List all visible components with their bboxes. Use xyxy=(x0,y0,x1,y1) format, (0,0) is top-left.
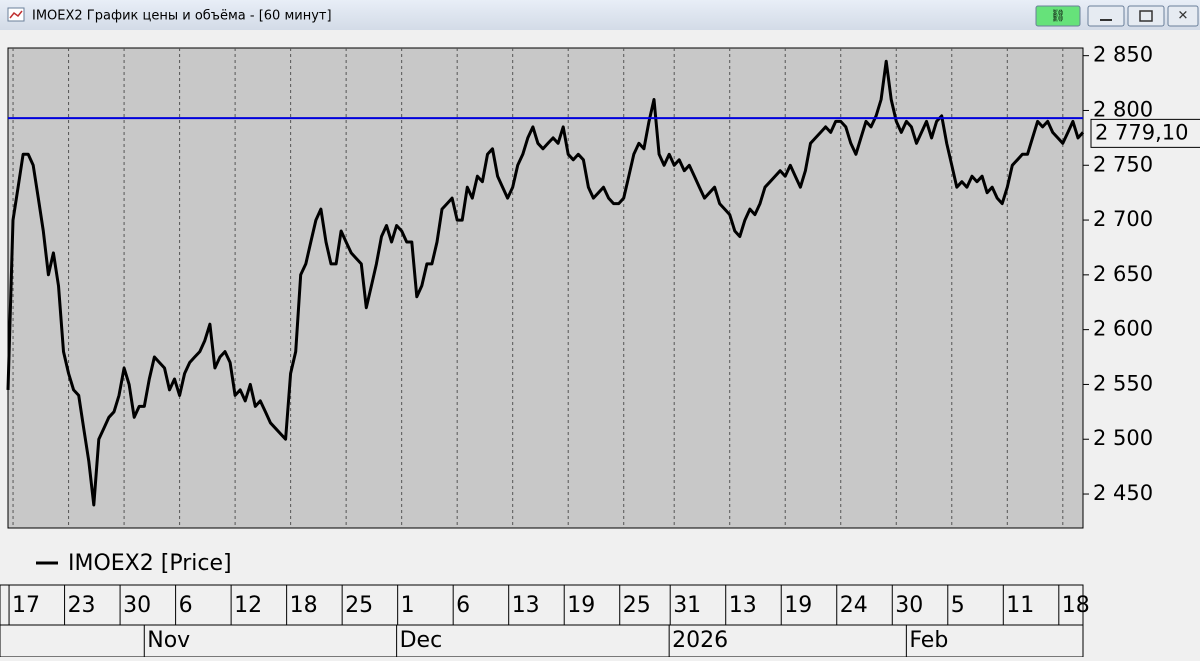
x-tick-label: 24 xyxy=(840,593,868,618)
x-tick-label: 5 xyxy=(951,593,965,618)
y-tick-label: 2 700 xyxy=(1093,207,1153,231)
y-tick-label: 2 450 xyxy=(1093,481,1153,505)
x-tick-label: 17 xyxy=(12,593,40,618)
window-title: IMOEX2 График цены и объёма - [60 минут] xyxy=(32,9,332,24)
y-tick-label: 2 550 xyxy=(1093,371,1153,395)
x-tick-label: 25 xyxy=(623,593,651,618)
y-tick-label: 2 500 xyxy=(1093,426,1153,450)
x-tick-label: 12 xyxy=(234,593,262,618)
x-tick-label: 19 xyxy=(784,593,812,618)
x-tick-label: 1 xyxy=(401,593,415,618)
link-icon: ⛓ xyxy=(1050,9,1065,23)
maximize-button[interactable] xyxy=(1127,5,1165,27)
time-axis xyxy=(0,584,1084,658)
minimize-button[interactable] xyxy=(1087,5,1125,27)
month-label: Feb xyxy=(909,628,948,653)
x-tick-label: 30 xyxy=(123,593,151,618)
x-tick-label: 25 xyxy=(345,593,373,618)
x-tick-label: 31 xyxy=(673,593,701,618)
x-tick-label: 13 xyxy=(729,593,757,618)
x-tick-label: 18 xyxy=(1062,593,1090,618)
y-tick-label: 2 650 xyxy=(1093,262,1153,286)
window-icon-glyph xyxy=(9,10,23,19)
legend-label: IMOEX2 [Price] xyxy=(68,551,232,576)
month-label: Dec xyxy=(400,628,443,653)
plot-area xyxy=(7,47,1084,529)
y-tick-label: 2 800 xyxy=(1093,97,1153,121)
x-tick-label: 6 xyxy=(179,593,193,618)
x-tick-label: 30 xyxy=(895,593,923,618)
title-bar xyxy=(0,0,1200,30)
last-value-label: 2 779,10 xyxy=(1095,120,1189,144)
month-label: 2026 xyxy=(672,628,728,653)
x-tick-label: 6 xyxy=(456,593,470,618)
price-line xyxy=(6,59,1085,507)
x-tick-label: 13 xyxy=(512,593,540,618)
x-tick-label: 19 xyxy=(567,593,595,618)
x-tick-label: 11 xyxy=(1006,593,1034,618)
chart: 17 23 30 6 12 18 25 1 6 13 19 25 31 13 19 24 30 5 11 18 Nov D… xyxy=(6,43,1200,657)
link-button[interactable] xyxy=(1035,5,1081,27)
y-tick-label: 2 850 xyxy=(1093,43,1153,67)
maximize-icon xyxy=(1139,10,1153,22)
y-tick-label: 2 600 xyxy=(1093,317,1153,341)
x-tick-label: 18 xyxy=(290,593,318,618)
close-icon: ✕ xyxy=(1178,9,1189,24)
x-tick-label: 23 xyxy=(68,593,96,618)
close-button[interactable] xyxy=(1167,5,1199,27)
month-label: Nov xyxy=(147,628,190,653)
last-value-box xyxy=(1090,118,1200,148)
y-tick-label: 2 750 xyxy=(1093,152,1153,176)
